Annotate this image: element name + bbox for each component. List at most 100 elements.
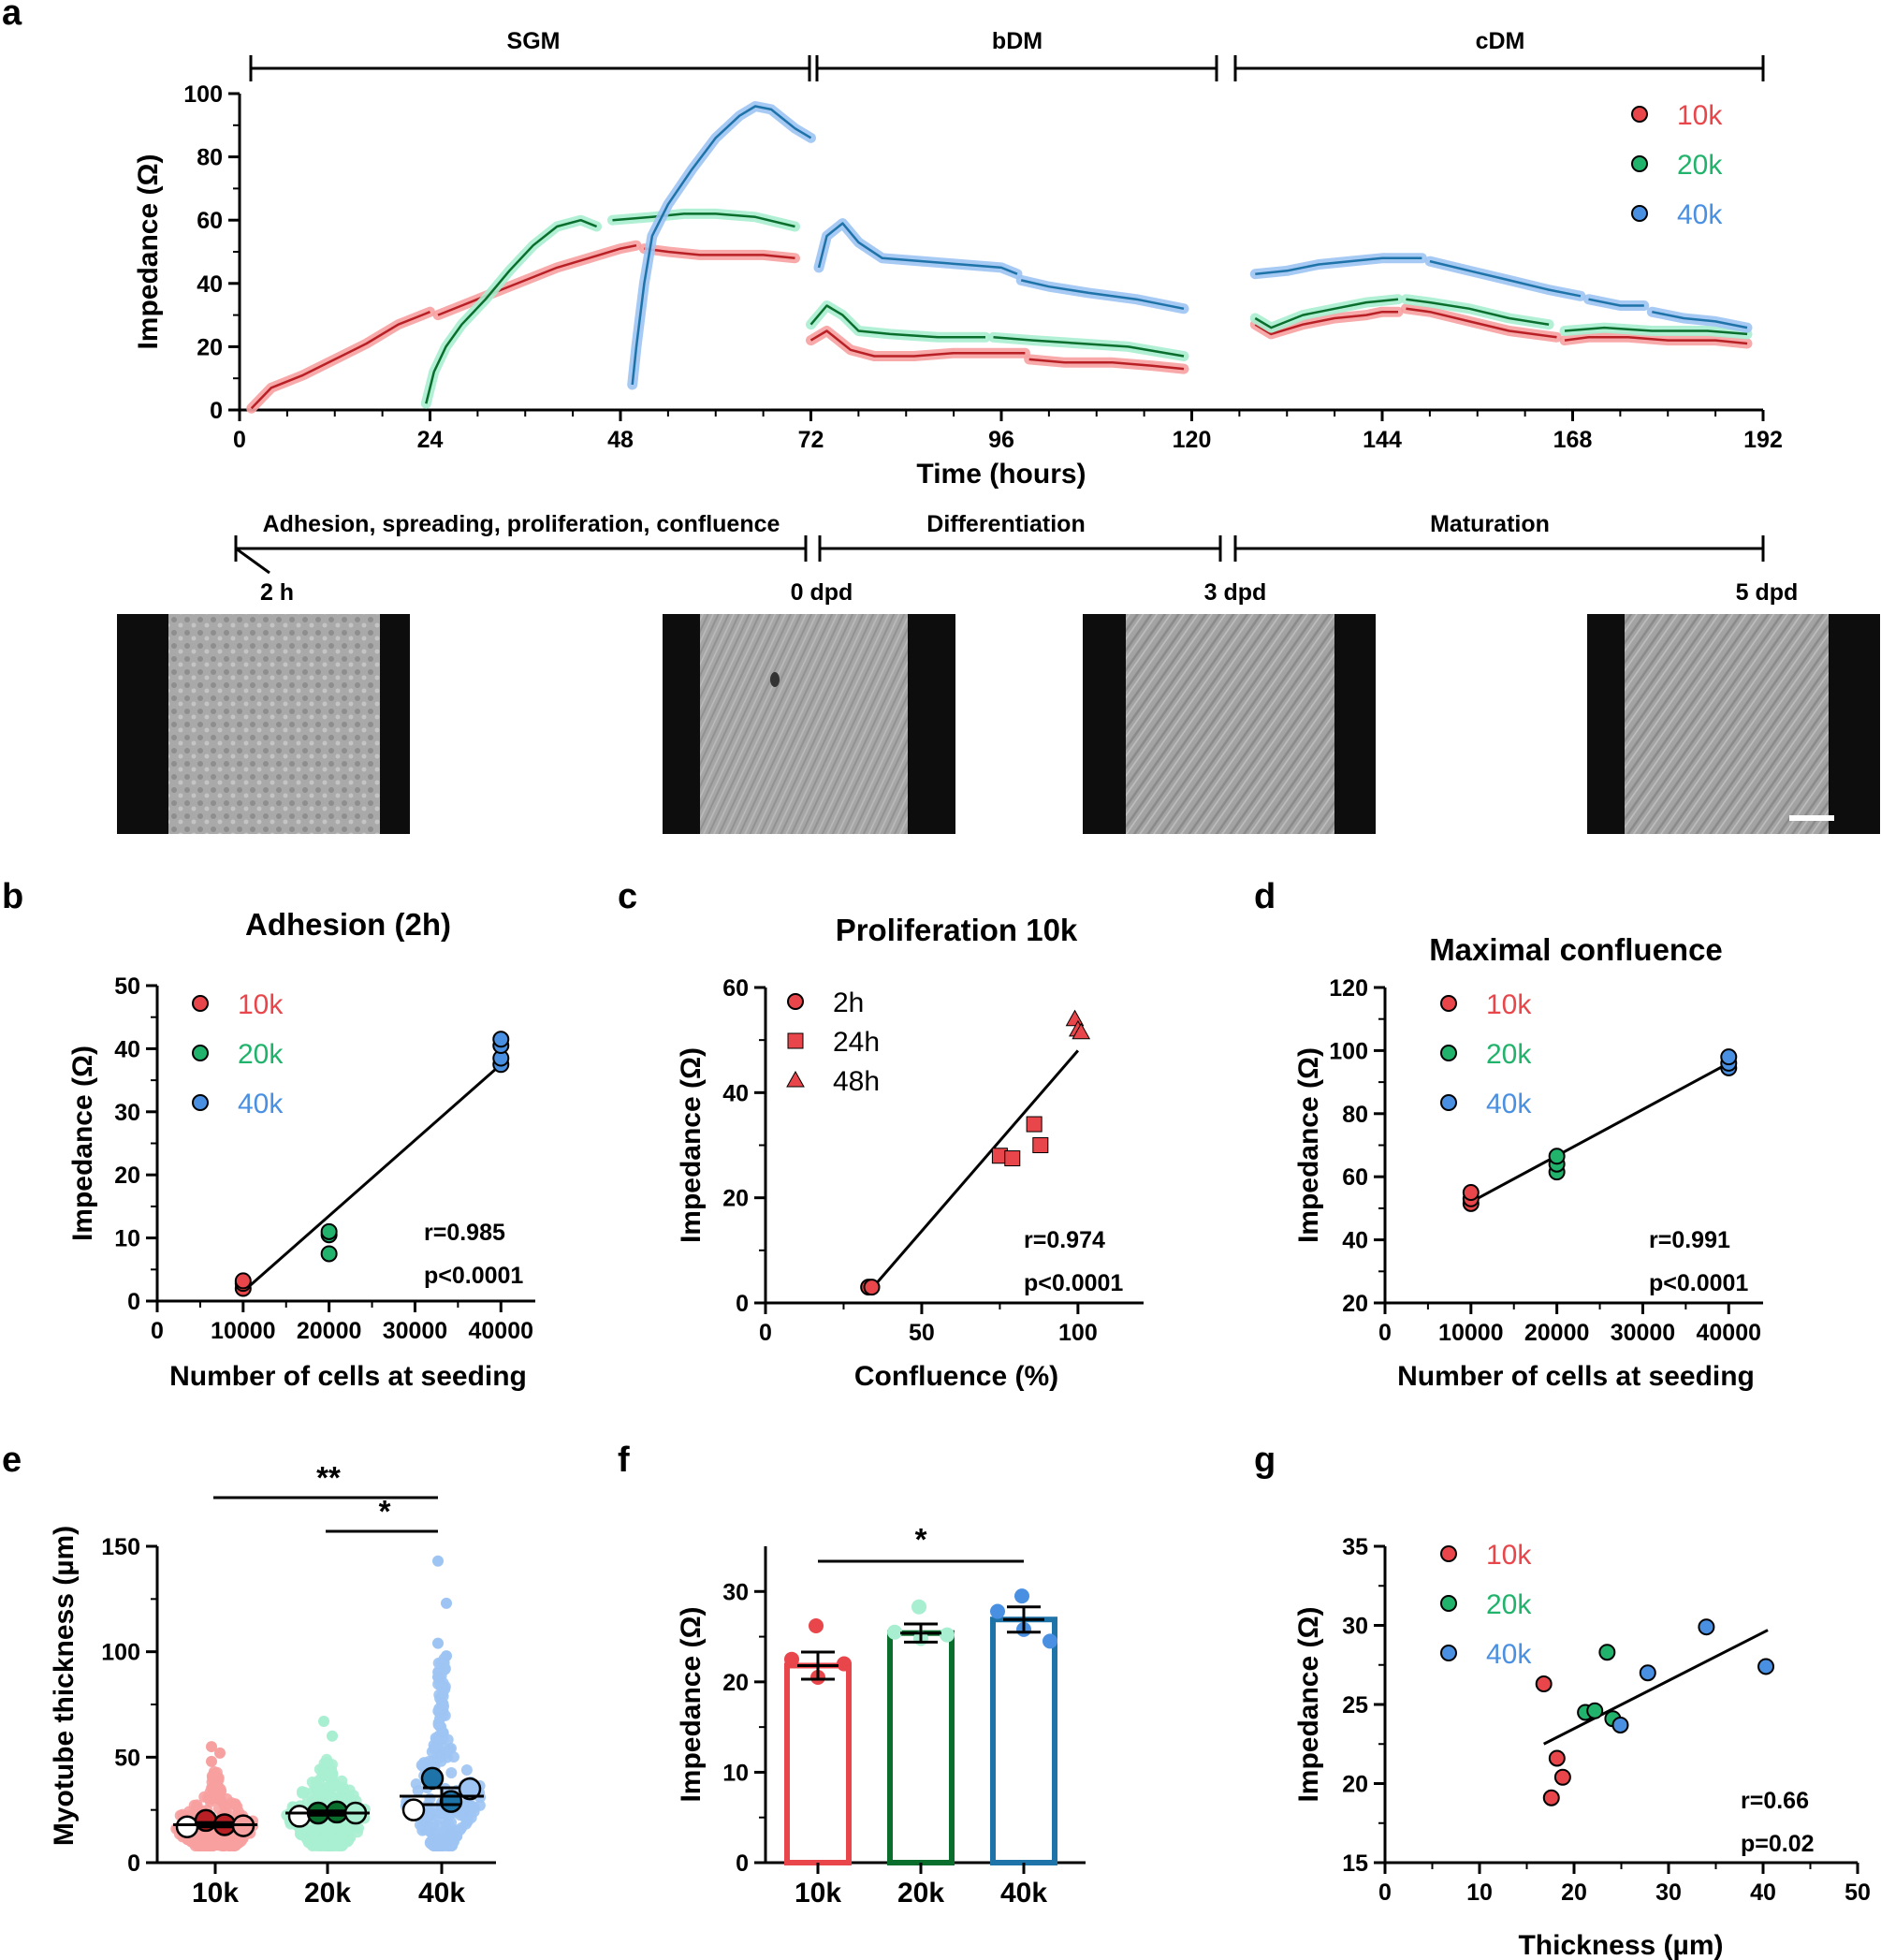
micrograph-2h	[117, 614, 410, 834]
series-band-20k	[806, 300, 991, 343]
cell-point	[418, 1757, 430, 1769]
stage-brackets: Adhesion, spreading, proliferation, conf…	[234, 511, 1799, 606]
x-tick-label: 30	[1655, 1880, 1682, 1906]
y-axis-title: Impedance (Ω)	[676, 1047, 707, 1243]
cell-point	[318, 1716, 329, 1728]
y-tick-label: 40	[722, 1080, 749, 1106]
regression-line	[1543, 1629, 1769, 1746]
cell-point	[206, 1741, 217, 1753]
legend-marker-10k	[192, 995, 209, 1012]
panel-label-e: e	[2, 1441, 22, 1480]
correlation-p: p<0.0001	[1649, 1270, 1748, 1296]
replicate-point-40k	[1043, 1633, 1057, 1649]
cell-point	[437, 1688, 449, 1700]
y-tick-label: 40	[197, 271, 223, 298]
series-line-10k	[250, 311, 430, 410]
cell-point	[188, 1799, 200, 1811]
x-tick-label: 40000	[1697, 1320, 1762, 1346]
data-point-2h	[863, 1279, 881, 1296]
y-axis-title: Myotube thickness (µm)	[49, 1526, 80, 1846]
y-tick-label: 0	[736, 1291, 749, 1317]
x-tick-label: 10000	[211, 1318, 276, 1344]
legend-label-10k: 10k	[1486, 1540, 1532, 1571]
cell-point	[318, 1757, 330, 1769]
x-axis-title: Number of cells at seeding	[1397, 1361, 1755, 1392]
panel-b-adhesion: Adhesion (2h) 0 10 20 30 40 50 0 10000 20000 30000…	[67, 907, 535, 1392]
data-point-40k	[492, 1031, 510, 1048]
significance-label: **	[316, 1460, 341, 1495]
series-line-10k	[809, 329, 1026, 358]
data-point-10k	[1462, 1184, 1480, 1202]
series-line-40k	[1020, 279, 1185, 311]
y-tick-label: 40	[114, 1036, 140, 1062]
bar-20k	[887, 1630, 955, 1866]
cell-point	[429, 1743, 441, 1755]
y-axis-title: Impedance (Ω)	[676, 1606, 707, 1802]
legend-label-40k: 40k	[1486, 1089, 1532, 1119]
data-point-24h	[1032, 1137, 1049, 1153]
data-point-10k	[1542, 1789, 1560, 1806]
phase-label-cdm: cDM	[1476, 28, 1525, 54]
x-tick-label: 20000	[297, 1318, 362, 1344]
series-line-40k	[1429, 259, 1582, 298]
series-line-40k	[631, 105, 812, 386]
series-40k	[627, 101, 1753, 390]
legend-label-10k: 10k	[1677, 100, 1723, 131]
timepoint-5dpd: 5 dpd	[1736, 579, 1799, 606]
cell-point	[219, 1800, 231, 1812]
data-point-20k	[320, 1245, 338, 1263]
panel-d-maximal-confluence: Maximal confluence 20 40 60 80 100 120 0 10000 20…	[1293, 932, 1763, 1392]
x-axis-title: Number of cells at seeding	[169, 1361, 527, 1392]
panel-f-impedance-bars: 0 10 20 30 Impedance (Ω) 10k 20k 40k *	[676, 1522, 1086, 1909]
panel-label-f: f	[618, 1441, 630, 1480]
x-tick-label: 120	[1173, 427, 1212, 453]
correlation-r: r=0.991	[1649, 1227, 1730, 1253]
panel-g-thickness-impedance: 15 20 25 30 35 0 10 20 30 40 50 Thickness (µm) Imped…	[1293, 1534, 1871, 1960]
series-line-20k	[1254, 298, 1399, 329]
timepoint-0dpd: 0 dpd	[791, 579, 853, 606]
x-tick-label: 20	[1561, 1880, 1587, 1906]
data-point-48h	[1065, 1009, 1085, 1027]
y-tick-label: 35	[1342, 1534, 1368, 1560]
legend-label-20k: 20k	[1677, 150, 1723, 181]
cell-point	[310, 1776, 322, 1788]
cell-point	[217, 1836, 229, 1849]
micrograph-0dpd	[663, 614, 955, 834]
replicate-point-40k	[990, 1603, 1005, 1619]
x-tick-label: 50	[909, 1320, 935, 1346]
panel-label-c: c	[618, 877, 637, 916]
regression-line	[1470, 1061, 1729, 1204]
series-line-10k	[644, 247, 795, 260]
legend-marker-40k	[1440, 1645, 1457, 1661]
legend-marker-40k	[1631, 205, 1648, 222]
cell-point	[441, 1650, 452, 1662]
legend-marker-20k	[1631, 155, 1648, 172]
cell-point	[231, 1801, 243, 1813]
impedance-timecourse-plot: 0 20 40 60 80 100 0 24 48 72 96 120 144 168 192 Time (h…	[133, 81, 1783, 490]
correlation-p: p<0.0001	[1024, 1270, 1123, 1296]
chart-title: Proliferation 10k	[836, 913, 1078, 947]
cell-point	[343, 1784, 356, 1796]
y-tick-label: 20	[1342, 1772, 1368, 1798]
legend-marker-10k	[1631, 106, 1648, 123]
x-tick-label: 0	[1378, 1320, 1392, 1346]
cell-point	[432, 1637, 444, 1649]
cell-point	[204, 1795, 216, 1807]
panel-label-d: d	[1254, 877, 1276, 916]
replicate-point-40k	[1014, 1588, 1029, 1604]
cell-point	[414, 1819, 426, 1831]
bar-40k	[990, 1616, 1057, 1866]
cell-point	[445, 1766, 458, 1778]
phase-brackets: SGM bDM cDM	[249, 28, 1765, 81]
stage-label-maturation: Maturation	[1430, 511, 1550, 537]
x-tick-label: 72	[798, 427, 824, 453]
x-tick-label: 0	[233, 427, 246, 453]
data-point-24h	[1026, 1116, 1043, 1133]
x-tick-label: 192	[1743, 427, 1783, 453]
y-tick-label: 30	[114, 1100, 140, 1126]
category-label-10k: 10k	[795, 1878, 841, 1909]
legend-label-10k: 10k	[238, 989, 284, 1020]
cell-point	[434, 1711, 446, 1723]
legend-marker-24h	[787, 1032, 804, 1049]
legend-label-20k: 20k	[1486, 1039, 1532, 1070]
